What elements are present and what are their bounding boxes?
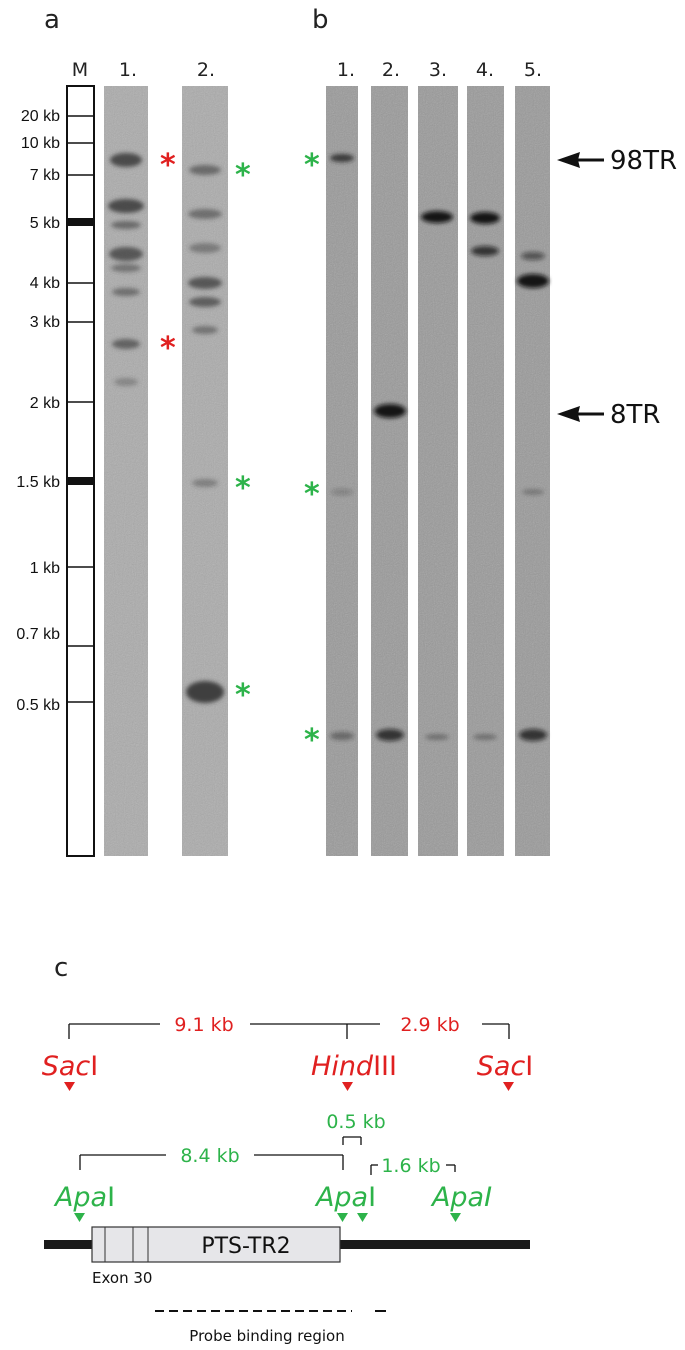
distance-label-8-4kb: 8.4 kb: [180, 1145, 239, 1167]
star-b-2: *: [304, 477, 320, 512]
size-label-2kb: 2 kb: [30, 395, 60, 412]
enzyme-label-saci-right: SacI: [477, 1051, 534, 1082]
size-label-1-5kb: 1.5 kb: [16, 474, 60, 491]
marker-band-5kb: [67, 218, 94, 226]
site-marker-apai-left-icon: [74, 1213, 85, 1222]
panel-b-letter: b: [312, 5, 329, 35]
star-b-3: *: [304, 723, 320, 758]
star-a1-1: *: [160, 148, 176, 183]
size-label-7kb: 7 kb: [30, 167, 60, 184]
size-label-4kb: 4 kb: [30, 275, 60, 292]
size-label-3kb: 3 kb: [30, 314, 60, 331]
arrow-label-8tr: 8TR: [610, 400, 661, 430]
lane-label-b5: 5.: [524, 59, 542, 81]
star-a2-3: *: [235, 678, 251, 713]
marker-ladder: [66, 85, 95, 857]
gel-lane-b2: [371, 86, 408, 856]
marker-lane-label: M: [72, 59, 88, 81]
enzyme-label-apai-left: ApaI: [53, 1182, 115, 1213]
site-marker-apai-second-icon: [357, 1213, 368, 1222]
panel-c-letter: c: [54, 953, 68, 983]
enzyme-label-apai-middle: ApaI: [314, 1182, 376, 1213]
gel-lane-b1: [326, 86, 358, 856]
panel-a-letter: a: [44, 5, 60, 35]
star-a1-2: *: [160, 331, 176, 366]
arrow-head-8tr-icon: [557, 406, 580, 422]
size-label-20kb: 20 kb: [21, 108, 60, 125]
gel-lane-b5: [515, 86, 550, 856]
distance-label-9-1kb: 9.1 kb: [174, 1014, 233, 1036]
lane-label-a1: 1.: [119, 59, 137, 81]
panel-b: b 1. 2. 3. 4. 5.: [304, 5, 677, 856]
enzyme-label-hindiii: HindIII: [311, 1051, 397, 1082]
site-marker-apai-middle-icon: [337, 1213, 348, 1222]
gel-lane-a2: [182, 86, 228, 856]
site-marker-saci-right-icon: [503, 1082, 514, 1091]
size-label-5kb: 5 kb: [30, 215, 60, 232]
panel-a: a M 1. 2. 20 kb 10 kb 7 kb 5 kb 4 kb 3 k…: [16, 5, 251, 857]
stars-panel-b: * * *: [304, 148, 320, 758]
size-label-10kb: 10 kb: [21, 135, 60, 152]
size-labels: 20 kb 10 kb 7 kb 5 kb 4 kb 3 kb 2 kb 1.5…: [16, 108, 60, 714]
lane-label-a2: 2.: [197, 59, 215, 81]
marker-band-1-5kb: [67, 477, 94, 485]
stars-panel-a: * * * * *: [160, 148, 251, 713]
site-marker-hindiii-icon: [342, 1082, 353, 1091]
probe-label: Probe binding region: [189, 1327, 344, 1345]
apa-brackets: [79, 1136, 456, 1175]
arrow-head-98tr-icon: [557, 152, 580, 168]
enzyme-label-saci-left: SacI: [42, 1051, 99, 1082]
lane-label-b1: 1.: [337, 59, 355, 81]
site-marker-saci-left-icon: [64, 1082, 75, 1091]
star-a2-1: *: [235, 158, 251, 193]
size-label-1kb: 1 kb: [30, 560, 60, 577]
star-a2-2: *: [235, 471, 251, 506]
size-label-0-5kb: 0.5 kb: [16, 697, 60, 714]
star-b-1: *: [304, 148, 320, 183]
arrow-8tr: 8TR: [557, 400, 661, 430]
gene-label: PTS-TR2: [201, 1234, 290, 1259]
distance-label-2-9kb: 2.9 kb: [400, 1014, 459, 1036]
panel-c: c 9.1 kb 2.9 kb SacI HindIII SacI: [42, 953, 534, 1345]
distance-label-0-5kb: 0.5 kb: [326, 1111, 385, 1133]
gene-box-pts-tr2: PTS-TR2: [91, 1226, 341, 1263]
gel-lane-b3: [418, 86, 458, 856]
site-marker-apai-right-icon: [450, 1213, 461, 1222]
lane-label-b2: 2.: [382, 59, 400, 81]
arrow-98tr: 98TR: [557, 146, 677, 176]
size-label-0-7kb: 0.7 kb: [16, 626, 60, 643]
gel-lane-a1: [104, 86, 148, 856]
arrow-label-98tr: 98TR: [610, 146, 677, 176]
distance-label-1-6kb: 1.6 kb: [381, 1155, 440, 1177]
gel-lane-b4: [467, 86, 504, 856]
enzyme-label-apai-right: ApaI: [430, 1182, 492, 1213]
sac-hind-brackets: [68, 1023, 510, 1039]
exon-label: Exon 30: [92, 1269, 152, 1287]
lane-label-b3: 3.: [429, 59, 447, 81]
lane-label-b4: 4.: [476, 59, 494, 81]
